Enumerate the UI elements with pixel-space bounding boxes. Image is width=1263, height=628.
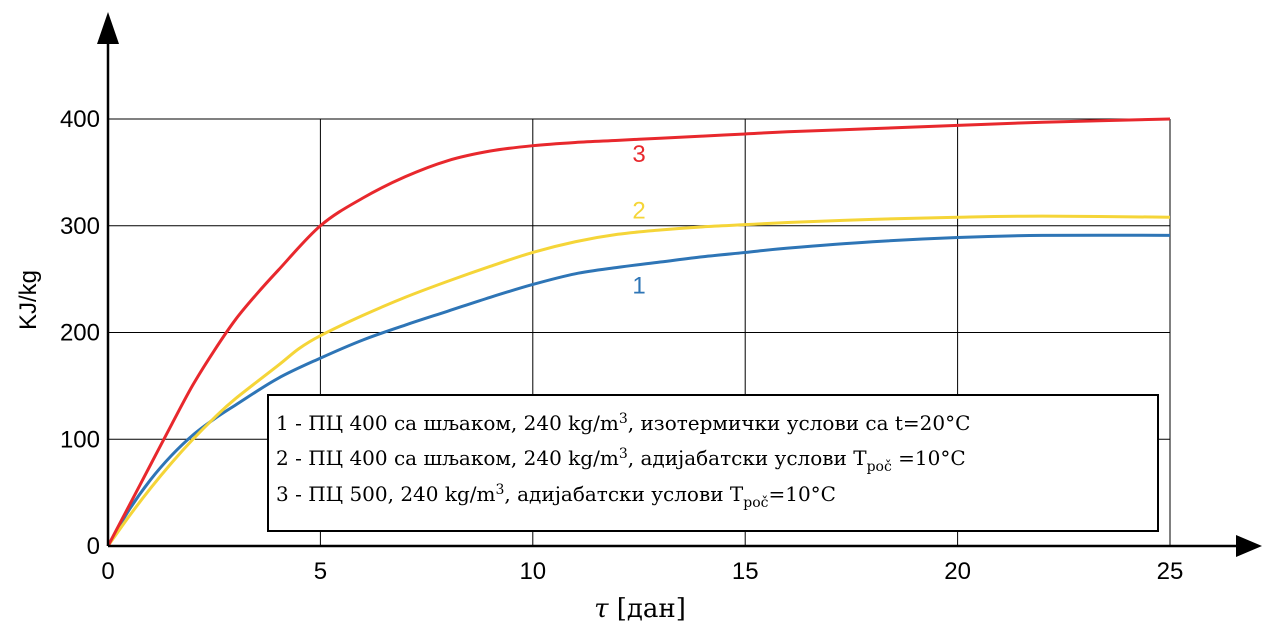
y-tick-label: 400	[60, 106, 100, 133]
x-tick-label: 5	[314, 558, 327, 585]
y-tick-label: 0	[87, 533, 100, 560]
x-tick-label: 20	[944, 558, 971, 585]
legend-box	[267, 394, 1159, 532]
series-label-1: 1	[632, 272, 645, 299]
y-axis-label: KJ/kg	[15, 270, 42, 330]
x-tick-label: 25	[1157, 558, 1184, 585]
series-line-3	[106, 117, 1171, 547]
x-axis-label: τ [дан]	[594, 594, 686, 624]
x-tick-label: 15	[732, 558, 759, 585]
tick-labels: 0 5 10 15 20 25 0 100 200 300 400	[60, 106, 1183, 585]
series-label-3: 3	[632, 141, 645, 168]
series-line-2	[106, 214, 1171, 547]
series-labels: 1 2 3	[632, 141, 645, 299]
y-tick-label: 300	[60, 213, 100, 240]
x-axis-arrow	[1236, 535, 1262, 557]
legend-entry-3: 3 - ПЦ 500, 240 kg/m3, адијабатски услов…	[276, 482, 836, 511]
y-tick-label: 100	[60, 426, 100, 453]
axes	[97, 12, 1262, 557]
y-axis-arrow	[97, 12, 119, 44]
x-tick-label: 0	[101, 558, 114, 585]
legend-entry-2: 2 - ПЦ 400 са шљаком, 240 kg/m3, адијаба…	[276, 446, 966, 475]
series-line-1	[106, 233, 1171, 547]
x-tick-label: 10	[519, 558, 546, 585]
series-label-2: 2	[632, 198, 645, 225]
series-lines	[106, 117, 1171, 547]
legend-entry-1: 1 - ПЦ 400 са шљаком, 240 kg/m3, изотерм…	[276, 411, 970, 435]
legend: 1 - ПЦ 400 са шљаком, 240 kg/m3, изотерм…	[267, 394, 1159, 532]
y-tick-label: 200	[60, 320, 100, 347]
